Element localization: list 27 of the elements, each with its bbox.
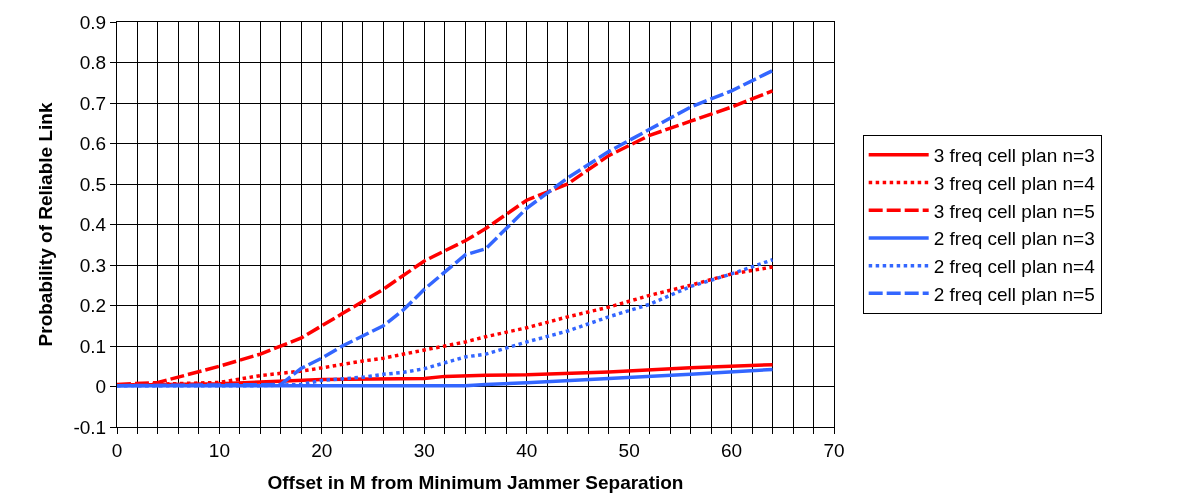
y-tick-label: 0.3 <box>79 254 107 276</box>
x-tick-label: 40 <box>516 439 538 461</box>
x-tick-label: 10 <box>208 439 230 461</box>
y-tick-label: 0.2 <box>79 295 107 317</box>
legend-label: 2 freq cell plan n=3 <box>933 228 1095 250</box>
x-tick-label: 20 <box>311 439 333 461</box>
y-tick-label: 0.4 <box>79 214 107 236</box>
y-tick-label: 0.7 <box>79 92 107 114</box>
y-tick-label: 0.8 <box>79 52 107 74</box>
y-tick-label: 0.1 <box>79 335 107 357</box>
y-axis-title: Probability of Reliable Link <box>35 102 57 347</box>
x-tick-label: 70 <box>823 439 845 461</box>
x-tick-label: 60 <box>721 439 743 461</box>
y-tick-label: 0.9 <box>79 11 107 33</box>
x-axis-title: Offset in M from Minimum Jammer Separation <box>267 471 684 493</box>
legend-label: 3 freq cell plan n=5 <box>933 200 1095 222</box>
legend-label: 2 freq cell plan n=4 <box>933 256 1096 278</box>
x-tick-label: 50 <box>618 439 640 461</box>
legend-label: 3 freq cell plan n=3 <box>933 145 1095 167</box>
y-tick-label: 0 <box>95 376 107 398</box>
y-tick-label: -0.1 <box>73 416 107 438</box>
legend-label: 2 freq cell plan n=5 <box>933 283 1095 305</box>
y-tick-label: 0.5 <box>79 173 107 195</box>
legend-label: 3 freq cell plan n=4 <box>933 172 1096 194</box>
y-tick-label: 0.6 <box>79 133 107 155</box>
x-tick-label: 30 <box>413 439 435 461</box>
x-tick-label: 0 <box>111 439 123 461</box>
